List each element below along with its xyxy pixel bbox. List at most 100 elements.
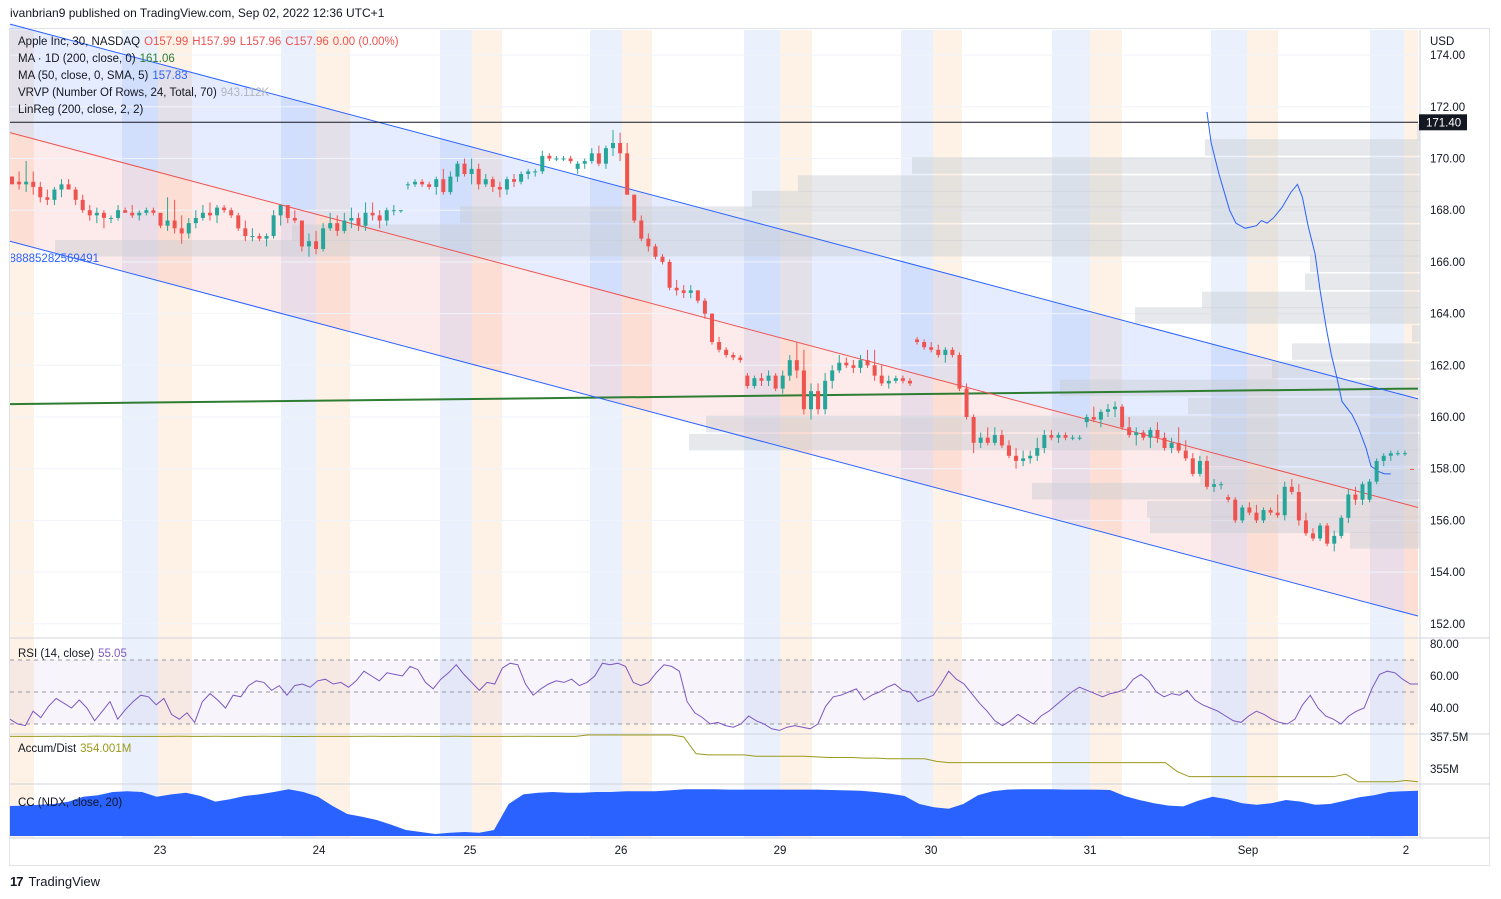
candle (413, 179, 418, 187)
candle-body (264, 236, 269, 239)
candle (1240, 504, 1245, 523)
candle-body (455, 163, 460, 177)
candle-body (1332, 535, 1337, 544)
candle-body (497, 186, 502, 190)
linreg-legend[interactable]: LinReg (200, close, 2, 2) (18, 103, 147, 117)
candle (151, 207, 156, 216)
candle (950, 347, 955, 358)
candle-body (1098, 411, 1103, 420)
volume-profile-bar (1272, 361, 1420, 378)
tradingview-brand[interactable]: 17 TradingView (10, 874, 100, 889)
candle-body (596, 153, 601, 164)
candle-body (116, 210, 121, 218)
candle-body (717, 342, 722, 350)
rsi-tick-label: 80.00 (1430, 639, 1459, 651)
candle (603, 145, 608, 169)
volume-profile-bar (1350, 532, 1420, 549)
candle-body (724, 349, 729, 355)
accum-tick-label: 355M (1430, 764, 1459, 776)
candle-body (151, 210, 156, 213)
symbol-legend[interactable]: Apple Inc, 30, NASDAQ O157.99 H157.99 L157.… (18, 35, 403, 49)
volume-profile-bar (798, 175, 1420, 192)
candle (1247, 502, 1252, 516)
ma200-legend[interactable]: MA · 1D (200, close, 0) 161.06 (18, 52, 179, 66)
candle (207, 202, 212, 221)
candle-body (752, 378, 757, 386)
candle-body (321, 228, 326, 249)
candle-body (1134, 432, 1139, 436)
candle (1395, 450, 1400, 456)
candle (427, 181, 432, 190)
candle (285, 205, 290, 224)
candle-body (1318, 525, 1323, 539)
candle-body (144, 210, 149, 213)
candle (1353, 486, 1358, 505)
session-band (901, 30, 933, 838)
candle-body (1141, 432, 1146, 438)
cc-legend[interactable]: CC (NDX, close, 20) 0.93 (18, 796, 153, 810)
candle (1190, 453, 1195, 477)
candle (1374, 458, 1379, 485)
candle (752, 375, 757, 389)
candle-body (780, 375, 785, 389)
candle (710, 313, 714, 345)
candle-body (844, 362, 849, 366)
candle (915, 336, 920, 345)
candle (519, 171, 524, 185)
session-band (316, 30, 350, 838)
candle (1120, 404, 1125, 430)
candle (858, 354, 863, 374)
accum-legend[interactable]: Accum/Dist 354.001M (18, 742, 135, 756)
price-tick-label: 162.00 (1430, 360, 1465, 372)
candle (674, 279, 679, 296)
candle (476, 163, 481, 190)
open-value: O157.99 (144, 36, 189, 48)
candle-body (674, 287, 679, 291)
candle-body (1268, 510, 1273, 513)
candle-body (710, 313, 714, 343)
candle-body (519, 174, 524, 182)
candle-body (646, 238, 651, 247)
rsi-tick-label: 40.00 (1430, 703, 1459, 715)
accum-value: 354.001M (80, 743, 132, 755)
candle-body (108, 217, 113, 219)
time-tick-label: 26 (615, 845, 628, 857)
candle-body (816, 391, 821, 410)
candle-body (1197, 460, 1202, 474)
candle-body (957, 354, 962, 389)
candle (391, 205, 396, 216)
ma50-legend[interactable]: MA (50, close, 0, SMA, 5) 157.83 (18, 69, 192, 83)
candle-body (681, 290, 686, 293)
candle (1021, 450, 1026, 467)
candle (879, 365, 884, 386)
candle (1233, 497, 1238, 523)
vrvp-legend[interactable]: VRVP (Number Of Rows, 24, Total, 70) 943.… (18, 86, 273, 100)
candle (1042, 429, 1047, 454)
candle-body (603, 148, 608, 164)
symbol-name[interactable]: Apple Inc, 30, NASDAQ (18, 36, 141, 48)
candle-body (787, 360, 792, 376)
candle-body (1014, 455, 1019, 461)
candle (215, 205, 220, 224)
rsi-value: 55.05 (98, 648, 127, 660)
candle-body (731, 354, 736, 358)
candle-body (172, 220, 177, 229)
candle-body (87, 210, 92, 216)
candle-body (1155, 429, 1160, 438)
candle-body (801, 370, 806, 410)
candle-body (1233, 499, 1238, 521)
candle (1006, 440, 1011, 459)
rsi-legend[interactable]: RSI (14, close) 55.05 (18, 647, 131, 661)
candle-body (179, 228, 184, 234)
candle-body (215, 207, 220, 216)
candle (38, 181, 43, 203)
price-tick-label: 154.00 (1430, 567, 1465, 579)
candle-body (306, 241, 311, 247)
candle-body (759, 378, 764, 381)
candle-body (1127, 427, 1132, 436)
candle (568, 155, 573, 164)
publisher-line: ivanbrian9 published on TradingView.com,… (10, 6, 385, 20)
candle-body (299, 220, 304, 247)
candle (490, 176, 495, 193)
